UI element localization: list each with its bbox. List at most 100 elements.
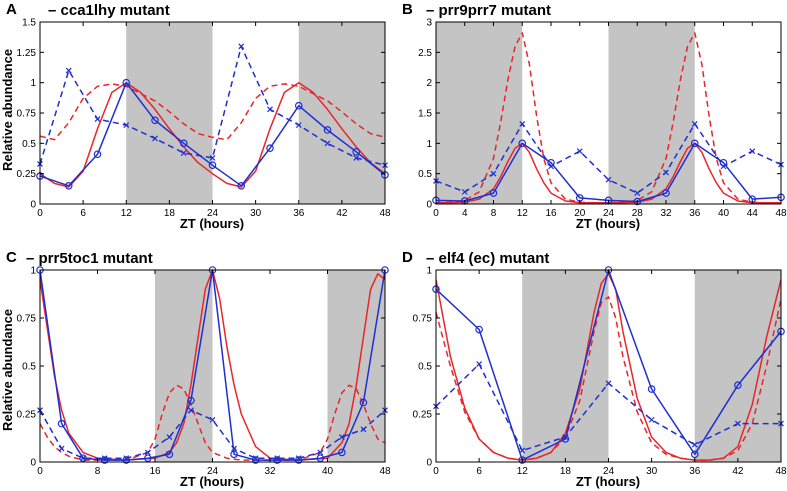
panel-A-series-3-point-5: [180, 150, 187, 156]
panel-A-xtick-label-6: 36: [293, 208, 305, 219]
panel-B-series-2-point-2: [489, 189, 498, 197]
panel-A-letter: A: [6, 1, 17, 18]
panel-D-series-3-point-1: [476, 361, 483, 368]
panel-B-xtick-label-1: 4: [462, 208, 468, 219]
panel-A-xtick-label-3: 18: [164, 208, 176, 219]
panel-C-series-3-point-4: [123, 455, 130, 462]
panel-A-series-2-point-3: [122, 78, 131, 87]
panel-C-letter: C: [6, 249, 17, 266]
panel-C-series-2-point-6: [165, 450, 174, 459]
panel-D-ytick-label-1: 0.25: [413, 410, 433, 421]
panel-B-series-3-point-9: [691, 120, 698, 127]
panel-C-series-3-point-11: [274, 455, 281, 462]
panel-A-xtick-label-1: 6: [80, 208, 86, 219]
panel-B-xtick-label-12: 48: [775, 208, 787, 219]
panel-B-xtick-label-0: 0: [433, 208, 439, 219]
panel-C-ytick-label-1: 0.25: [17, 410, 37, 421]
panel-B-series-3-point-6: [605, 176, 612, 183]
panel-D-xtick-label-6: 36: [689, 466, 701, 477]
panel-B-series-1-line: [435, 32, 781, 204]
panel-D: D – elf4 (ec) mutant ZT (hours) 0 6 12 18 24…: [402, 249, 787, 489]
panel-B-night-shade-1: [608, 22, 695, 204]
panel-C-series-2-point-1: [57, 419, 66, 428]
panel-B-series-3-point-8: [663, 169, 669, 176]
panel-B-xtick-label-5: 20: [574, 208, 586, 219]
panel-A: A – cca1lhy mutant Relative abundance ZT…: [0, 1, 391, 231]
panel-A-series-3-point-4: [152, 135, 158, 142]
panel-D-series-3-point-7: [734, 420, 741, 427]
panel-A-series-2-point-10: [323, 126, 332, 134]
panel-C-series-3-point-13: [317, 449, 324, 456]
panel-C-xtick-label-0: 0: [37, 466, 43, 477]
panel-D-series-2-point-7: [734, 381, 742, 390]
panel-A-xtick-label-7: 42: [336, 208, 348, 219]
panel-A-series-2-line: [39, 81, 386, 187]
panel-B-ytick-label-1: 0.5: [418, 169, 432, 180]
panel-B-xtick-label-8: 32: [660, 208, 672, 219]
panel-A-series-3-point-1: [65, 67, 72, 74]
panel-D-series-3-point-5: [648, 416, 655, 423]
panel-D-ytick-label-0: 0: [426, 458, 432, 469]
panel-D-series-3-point-6: [691, 441, 698, 448]
panel-A-series-3-point-7: [238, 43, 245, 50]
panel-B-series-2-point-7: [633, 197, 642, 206]
panel-C-series-2-point-3: [100, 456, 109, 464]
panel-D-title: – elf4 (ec) mutant: [426, 250, 549, 267]
panel-A-series-3-point-8: [267, 106, 273, 113]
panel-C-xtick-label-4: 32: [264, 466, 276, 477]
panel-B-xtick-label-9: 36: [689, 208, 701, 219]
panel-B-series-3-point-10: [720, 163, 727, 170]
panel-D-series-2-point-5: [647, 385, 656, 393]
panel-C-series-2-point-14: [338, 448, 346, 457]
panel-B-series-2-point-9: [690, 139, 699, 148]
panel-B-xtick-label-11: 44: [747, 208, 759, 219]
panel-C-ytick-label-4: 1: [30, 266, 36, 277]
panel-A-ytick-label-0: 0: [30, 200, 36, 211]
panel-C-series-3-point-1: [58, 445, 65, 452]
panel-A-series-2-point-6: [208, 161, 217, 169]
panel-C-ytick-label-0: 0: [30, 458, 36, 469]
panel-B-night-shade-0: [436, 22, 523, 204]
panel-C-series-2-point-11: [273, 456, 281, 464]
panel-D-xtick-label-2: 12: [517, 466, 529, 477]
panel-C: C – prr5toc1 mutant Relative abundance Z…: [0, 249, 391, 489]
panel-D-xtick-label-1: 6: [476, 466, 482, 477]
panel-B-series-3-point-3: [519, 120, 526, 127]
panel-D-series-2-point-6: [690, 450, 699, 459]
panel-C-series-2-point-7: [187, 396, 195, 405]
panel-A-series-3-point-11: [353, 154, 360, 161]
panel-D-xtick-label-0: 0: [433, 466, 439, 477]
panel-C-series-2-point-4: [122, 456, 131, 464]
panel-C-ytick-label-2: 0.5: [22, 362, 36, 373]
panel-A-ytick-label-1: 0.25: [17, 169, 37, 180]
panel-B-xlabel: ZT (hours): [576, 216, 640, 231]
panel-C-series-3-point-9: [231, 445, 237, 452]
panel-A-ylabel: Relative abundance: [0, 49, 15, 171]
panel-C-series-3-point-5: [144, 449, 151, 456]
panel-C-series-3-point-10: [252, 455, 259, 462]
panel-B-xtick-label-3: 12: [517, 208, 529, 219]
panel-C-series-3-point-14: [338, 434, 345, 440]
panel-C-plot: 0 8 16 24 32 40 48 0 0.25 0.5 0.75 1: [17, 266, 391, 478]
panel-A-night-shade-0: [126, 22, 213, 204]
panel-C-series-3-point-3: [101, 455, 108, 462]
panel-A-series-2-point-2: [93, 150, 102, 159]
panel-D-series-2-point-2: [518, 456, 527, 464]
panel-A-series-1-line: [39, 83, 386, 141]
panel-C-series-3-point-2: [80, 455, 87, 462]
panel-D-xtick-label-8: 48: [775, 466, 787, 477]
panel-D-xtick-label-7: 42: [732, 466, 744, 477]
panel-A-series-3-point-6: [209, 154, 216, 161]
panel-D-series-3-point-4: [605, 380, 612, 387]
panel-C-series-2-point-12: [294, 456, 303, 464]
panel-D-xtick-label-3: 18: [560, 466, 572, 477]
panel-C-series-2-point-13: [316, 454, 325, 462]
panel-A-xlabel: ZT (hours): [180, 216, 244, 231]
panel-C-title: – prr5toc1 mutant: [26, 250, 153, 267]
panel-B-xtick-label-6: 24: [603, 208, 615, 219]
panel-A-xtick-label-5: 30: [250, 208, 262, 219]
panel-A-series-3-point-10: [324, 140, 331, 147]
panel-D-ytick-label-3: 0.75: [413, 314, 433, 325]
panel-C-night-shade-1: [327, 270, 385, 462]
